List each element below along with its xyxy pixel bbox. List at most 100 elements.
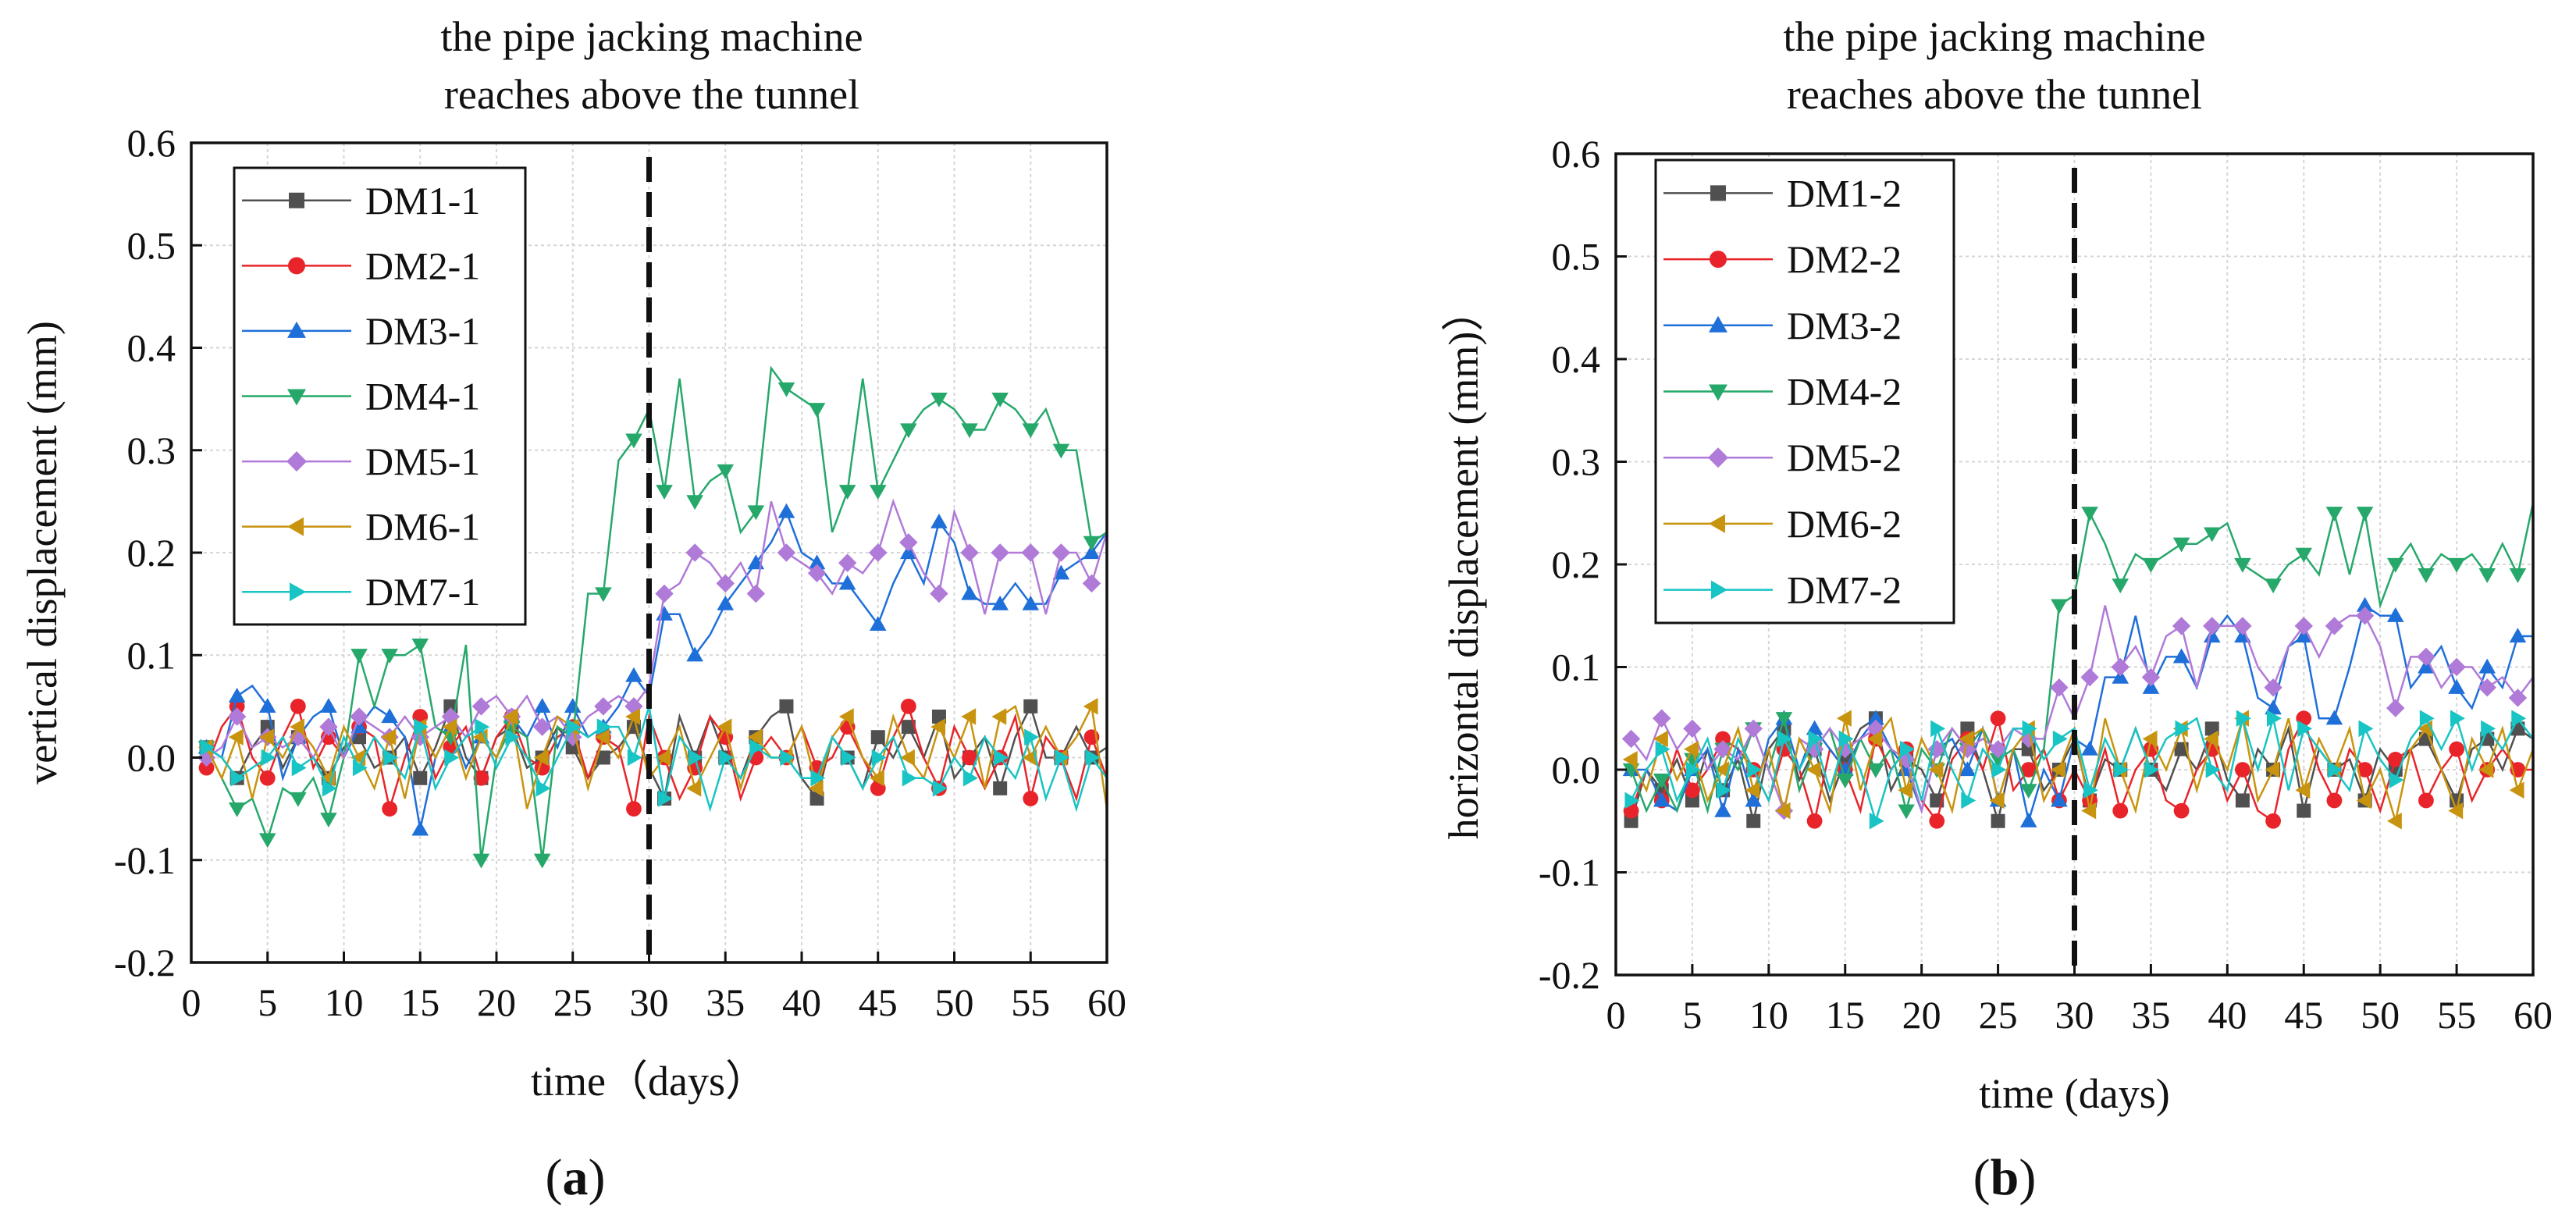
- data-point-DM7-2: [2144, 761, 2160, 778]
- data-point-DM4-1: [1083, 536, 1101, 551]
- x-tick-label: 25: [1979, 993, 2018, 1037]
- data-point-DM7-2: [2450, 710, 2465, 728]
- data-point-DM7-1: [200, 738, 215, 756]
- data-point-DM6-1: [290, 718, 304, 735]
- data-point-DM7-1: [1085, 749, 1101, 767]
- data-point-DM5-1: [960, 543, 979, 562]
- legend-item-DM2-1: DM2-1: [242, 244, 480, 287]
- data-point-DM5-1: [746, 584, 766, 603]
- x-tick-label: 5: [1682, 993, 1702, 1037]
- data-point-DM5-2: [2080, 667, 2099, 687]
- series-line-DM5-1: [205, 498, 1107, 760]
- legend-marker: [1708, 447, 1728, 468]
- data-point-DM6-1: [595, 728, 610, 746]
- legend: DM1-1 DM2-1 DM3-1 DM4-1 DM5-1 DM6-1 DM7-1: [233, 166, 527, 626]
- data-point-DM7-1: [566, 718, 582, 735]
- data-point-DM3-2: [1806, 720, 1823, 735]
- data-point-DM3-2: [2509, 628, 2527, 643]
- legend-marker: [1709, 514, 1725, 533]
- data-point-DM6-2: [2386, 812, 2402, 830]
- legend-label: DM7-1: [365, 570, 480, 614]
- data-point-DM6-1: [258, 728, 274, 746]
- data-point-DM1-1: [1023, 699, 1038, 713]
- data-point-DM6-1: [1022, 749, 1037, 767]
- data-point-DM6-1: [961, 708, 977, 725]
- data-point-DM3-1: [808, 554, 826, 570]
- data-point-DM4-2: [2172, 537, 2190, 553]
- legend-item-DM6-2: DM6-2: [1663, 502, 1902, 546]
- data-point-DM1-1: [901, 720, 916, 735]
- data-point-DM5-2: [1988, 740, 2008, 759]
- x-tick-label: 25: [553, 980, 592, 1024]
- legend-label: DM3-1: [365, 309, 480, 353]
- x-tick-label: 30: [2055, 993, 2094, 1037]
- data-point-DM3-2: [2295, 628, 2313, 643]
- data-point-DM3-2: [2142, 679, 2160, 694]
- legend-label: DM7-2: [1787, 568, 1902, 612]
- x-tick-label: 0: [1606, 993, 1626, 1037]
- data-point-DM4-1: [290, 792, 307, 807]
- legend-item-DM1-1: DM1-1: [242, 179, 480, 222]
- data-point-DM7-2: [1808, 730, 1823, 748]
- data-point-DM5-1: [1082, 574, 1101, 593]
- data-point-DM4-1: [1022, 423, 1040, 439]
- chart-panel-a: 0 5 10 15 20 25 30 35 40 45 50 55 60 -0.2 -0.1 0.0 0.1 0.…: [19, 13, 1126, 1206]
- data-point-DM6-2: [2142, 730, 2158, 748]
- data-point-DM3-2: [1714, 802, 1731, 817]
- data-point-DM7-2: [1961, 792, 1976, 809]
- data-point-DM4-2: [2051, 599, 2068, 614]
- legend-marker: [1711, 580, 1727, 600]
- x-tick-label: 40: [2208, 993, 2247, 1037]
- data-point-DM3-1: [533, 698, 551, 713]
- data-point-DM4-1: [747, 505, 765, 521]
- x-axis-label: time（days）: [531, 1058, 767, 1105]
- data-point-DM3-2: [1653, 792, 1670, 807]
- series-line-DM6-2: [1630, 716, 2533, 822]
- legend-label: DM4-1: [365, 375, 480, 418]
- data-point-DM6-1: [503, 708, 518, 725]
- panel-label: (b): [1973, 1149, 2037, 1206]
- data-point-DM3-1: [838, 575, 856, 590]
- data-point-DM4-1: [472, 853, 490, 869]
- data-point-DM4-2: [1836, 774, 1854, 788]
- data-point-DM7-2: [1747, 761, 1763, 778]
- data-point-DM5-1: [350, 707, 368, 726]
- data-point-DM5-2: [2294, 617, 2313, 635]
- data-point-DM3-1: [1052, 564, 1070, 580]
- series-DM4-1: [197, 365, 1107, 869]
- legend-label: DM2-2: [1787, 237, 1902, 281]
- data-point-DM6-2: [1989, 792, 2005, 809]
- y-axis-label: vertical displacement (mm): [19, 321, 66, 785]
- data-point-DM4-2: [1775, 712, 1793, 728]
- series-DM7-2: [1624, 710, 2533, 830]
- data-point-DM4-1: [991, 393, 1009, 407]
- data-point-DM6-1: [228, 728, 244, 746]
- series-DM6-2: [1622, 710, 2533, 830]
- data-point-DM7-1: [505, 728, 521, 746]
- legend-marker: [287, 389, 306, 406]
- data-point-DM5-1: [532, 717, 552, 736]
- legend-marker: [290, 582, 306, 602]
- data-point-DM5-1: [930, 584, 948, 603]
- data-point-DM7-2: [2358, 720, 2374, 738]
- data-point-DM5-2: [2478, 678, 2496, 697]
- data-point-DM7-2: [1624, 792, 1640, 809]
- data-point-DM2-2: [2387, 751, 2403, 767]
- data-point-DM4-1: [869, 485, 887, 500]
- data-point-DM2-2: [1806, 813, 1823, 829]
- data-point-DM6-1: [930, 718, 946, 735]
- y-tick-label: 0.4: [1552, 337, 1601, 381]
- data-point-DM2-2: [2418, 792, 2434, 809]
- data-point-DM2-2: [2173, 802, 2190, 819]
- data-point-DM6-2: [2203, 730, 2218, 748]
- y-tick-label: 0.0: [1552, 748, 1601, 792]
- data-point-DM5-2: [2172, 617, 2191, 635]
- data-point-DM6-1: [625, 708, 641, 725]
- data-point-DM1-1: [779, 699, 794, 713]
- y-tick-label: 0.6: [127, 121, 176, 165]
- x-tick-label: 40: [782, 980, 821, 1024]
- data-point-DM7-2: [2481, 720, 2496, 738]
- chart-panel-b: 0 5 10 15 20 25 30 35 40 45 50 55 60 -0.2 -0.1 0.0 0.1 0.…: [1440, 13, 2553, 1206]
- y-tick-label: -0.2: [114, 941, 176, 984]
